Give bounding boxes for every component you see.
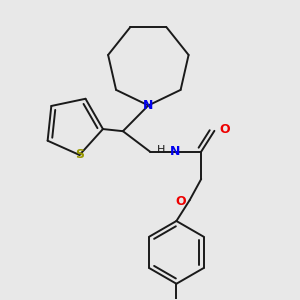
Text: S: S <box>75 148 84 161</box>
Text: H: H <box>158 145 166 155</box>
Text: O: O <box>175 195 186 208</box>
Text: N: N <box>169 145 180 158</box>
Text: O: O <box>219 123 230 136</box>
Text: N: N <box>143 99 154 112</box>
